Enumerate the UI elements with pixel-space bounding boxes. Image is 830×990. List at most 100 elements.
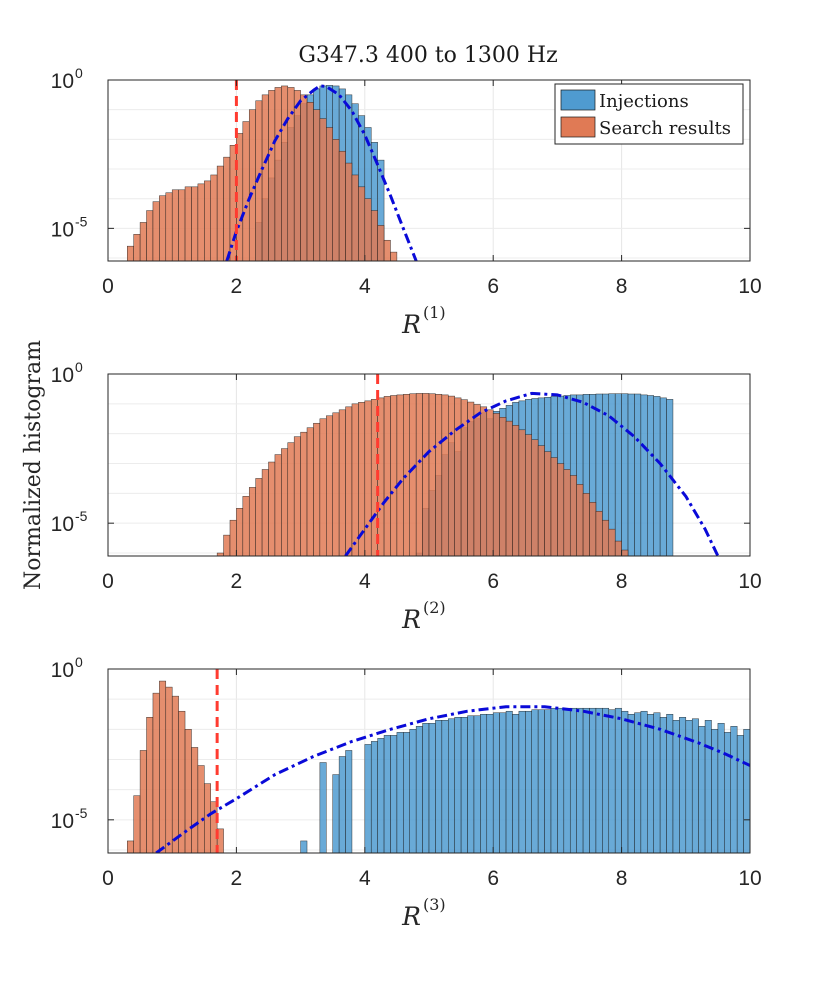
injections-bar bbox=[653, 396, 661, 556]
search-results-bar bbox=[248, 109, 256, 261]
injections-bar bbox=[383, 735, 391, 853]
y-ticks: 10 010 -5 bbox=[51, 359, 750, 536]
search-results-bar bbox=[300, 431, 308, 556]
search-results-bar bbox=[608, 528, 616, 556]
injections-bar bbox=[627, 393, 635, 556]
search-results-bar bbox=[210, 801, 218, 853]
fit-curve bbox=[155, 705, 750, 853]
axes-box bbox=[107, 668, 751, 854]
injections-bar bbox=[730, 726, 738, 853]
injections-bar bbox=[422, 723, 430, 853]
injections-bar bbox=[672, 720, 680, 853]
search-results-bar bbox=[127, 245, 134, 261]
search-results-bar bbox=[165, 686, 173, 853]
injections-bar bbox=[486, 713, 494, 853]
y-tick-exponent: 0 bbox=[75, 654, 83, 670]
data-layer bbox=[127, 80, 418, 261]
search-results-bar bbox=[326, 127, 333, 261]
injections-bar bbox=[736, 735, 744, 853]
search-results-bar bbox=[204, 783, 211, 853]
injections-bar bbox=[595, 707, 603, 853]
search-results-bar bbox=[236, 508, 244, 556]
injections-bar bbox=[537, 709, 545, 853]
injections-bar bbox=[319, 762, 327, 853]
search-results-bar bbox=[370, 210, 378, 261]
data-layer bbox=[127, 669, 769, 853]
search-results-bar bbox=[345, 162, 353, 261]
search-results-bar bbox=[293, 436, 301, 556]
y-tick-label: 10 bbox=[51, 364, 74, 387]
x-axis-label: R bbox=[401, 605, 421, 634]
search-results-bar bbox=[261, 94, 269, 261]
x-tick-label: 0 bbox=[102, 570, 114, 593]
search-results-bar bbox=[409, 393, 417, 556]
search-results-bar bbox=[338, 150, 346, 261]
x-axis-label-superscript: (1) bbox=[423, 303, 446, 322]
x-tick-label: 10 bbox=[738, 867, 761, 890]
search-results-bar bbox=[146, 717, 154, 853]
search-results-bar bbox=[165, 192, 173, 261]
x-axis-label: R bbox=[401, 902, 421, 931]
search-results-bar bbox=[338, 409, 346, 556]
search-results-bar bbox=[589, 502, 597, 556]
search-results-bar bbox=[300, 94, 308, 261]
injections-bar bbox=[364, 744, 372, 853]
search-results-bar bbox=[364, 400, 372, 556]
search-results-bar bbox=[191, 747, 199, 853]
x-tick-label: 2 bbox=[231, 570, 243, 593]
search-results-bar bbox=[512, 425, 520, 556]
search-results-bar bbox=[505, 420, 513, 556]
search-results-bar bbox=[332, 139, 340, 261]
search-results-bar bbox=[319, 418, 327, 556]
injections-bar bbox=[448, 718, 455, 853]
x-tick-label: 2 bbox=[231, 275, 243, 298]
search-results-bar bbox=[550, 457, 558, 556]
search-results-bar bbox=[197, 765, 205, 853]
search-results-bar bbox=[255, 478, 263, 556]
y-tick-label: 10 bbox=[51, 218, 74, 241]
search-results-bar bbox=[159, 680, 167, 853]
x-tick-label: 8 bbox=[616, 570, 628, 593]
search-results-bar bbox=[518, 429, 526, 556]
injections-bar bbox=[717, 723, 725, 853]
search-results-bar bbox=[377, 225, 385, 261]
search-results-bar bbox=[358, 186, 366, 261]
x-tick-label: 4 bbox=[359, 867, 371, 890]
injections-bar bbox=[763, 747, 769, 853]
search-results-bar bbox=[159, 195, 167, 261]
search-results-bar bbox=[531, 439, 539, 556]
injections-bar bbox=[589, 707, 597, 853]
search-results-bar bbox=[499, 417, 507, 556]
search-results-bar bbox=[133, 234, 141, 261]
x-ticks: 0 2 4 6 8 10 bbox=[102, 374, 762, 593]
injections-bar bbox=[576, 707, 584, 853]
search-results-bar bbox=[390, 251, 398, 261]
search-results-bar bbox=[326, 415, 333, 556]
injections-bar bbox=[614, 707, 622, 853]
search-results-bar bbox=[390, 395, 398, 556]
search-results-bar bbox=[422, 393, 430, 556]
y-tick-exponent: -5 bbox=[75, 508, 88, 524]
search-results-bar bbox=[191, 186, 199, 261]
search-results-bar bbox=[403, 394, 410, 556]
injections-bar bbox=[377, 738, 385, 853]
injections-bar bbox=[724, 732, 731, 853]
search-results-bar bbox=[184, 729, 192, 853]
search-results-bars bbox=[127, 85, 398, 261]
injections-bar bbox=[525, 710, 532, 853]
legend-label: Search results bbox=[599, 118, 731, 139]
x-tick-label: 6 bbox=[487, 867, 499, 890]
x-ticks: 0 2 4 6 8 10 bbox=[102, 669, 762, 890]
injections-bar bbox=[473, 715, 481, 853]
injections-bar bbox=[640, 394, 648, 556]
injections-bar bbox=[415, 726, 423, 853]
search-results-bar bbox=[171, 189, 179, 261]
injections-bar bbox=[627, 713, 635, 853]
injections-bar bbox=[608, 709, 616, 853]
x-tick-label: 6 bbox=[487, 570, 499, 593]
search-results-bar bbox=[139, 222, 147, 261]
search-results-bar bbox=[274, 454, 282, 556]
y-tick-exponent: -5 bbox=[75, 805, 88, 821]
